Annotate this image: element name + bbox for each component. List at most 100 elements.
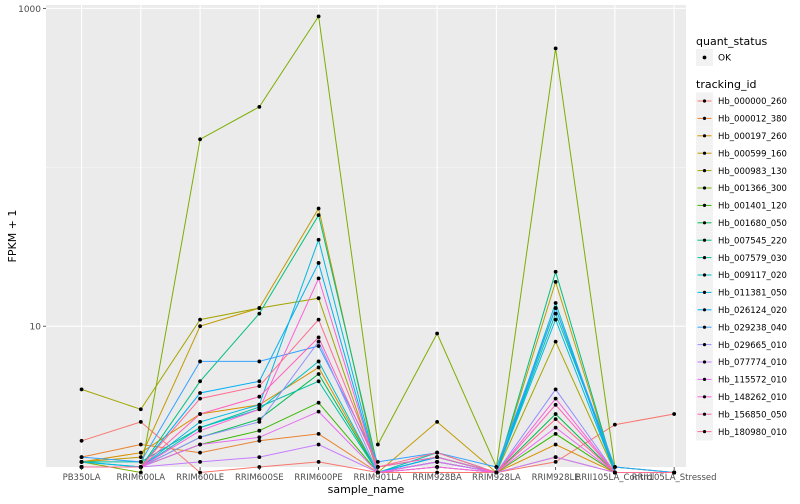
data-point [138,442,143,447]
data-point [316,442,321,447]
legend-item-label: Hb_009117_020 [718,271,787,281]
x-tick-label: RRIM600SE [235,473,284,483]
data-point [257,428,262,433]
data-point [198,379,202,384]
data-point [553,412,558,416]
legend-point-symbol [702,221,707,225]
data-point [257,407,262,412]
data-point [435,419,440,424]
data-point [198,435,202,440]
data-point [435,450,440,455]
legend-item-label: Hb_148262_010 [718,393,787,403]
legend-point-symbol [702,169,707,173]
data-point [672,470,677,475]
legend-point-symbol [702,55,707,60]
legend-item-label: Hb_000197_260 [718,132,787,142]
data-point [257,311,262,316]
data-point [198,470,202,475]
data-point [198,419,202,424]
data-point [198,442,202,447]
data-point [316,296,321,301]
legend-item-label: Hb_001680_050 [718,219,787,229]
data-point [553,46,558,51]
data-point [316,276,321,281]
data-point [553,387,558,392]
data-point [257,104,262,109]
legend-point-symbol [702,308,707,312]
data-point [257,417,262,422]
legend-item-label: Hb_029238_040 [718,323,787,333]
data-point [138,470,143,475]
data-point [316,400,321,405]
legend-point-symbol [702,290,707,294]
data-point [435,455,440,460]
legend-point-symbol [702,273,707,277]
legend-point-symbol [702,325,707,329]
panel-background [46,5,686,467]
data-point [257,384,262,388]
legend-item-label: Hb_180980_010 [718,428,787,438]
legend-item-label: OK [718,54,732,64]
data-point [198,359,202,364]
data-point [553,317,558,322]
data-point [316,237,321,242]
grid-lines [46,5,686,467]
data-point [553,455,558,460]
data-point [375,470,380,475]
legend-point-symbol [702,412,707,416]
data-point [138,455,143,460]
data-point [494,470,499,475]
axes: 10 1000 PB350LA RRIM600LA RRIM600LE RRIM600SE… [18,5,716,483]
data-point [435,459,440,464]
data-point [553,432,558,436]
y-tick-label: 1000 [18,5,41,15]
data-point [316,359,321,364]
data-point [553,301,558,305]
data-point [316,365,321,370]
data-point [316,459,321,464]
legend-item-label: Hb_077774_010 [718,358,787,368]
data-point [316,344,321,348]
data-point [316,317,321,322]
data-point [198,459,202,464]
data-point [198,412,202,416]
data-point [553,396,558,401]
x-tick-label: RRIM928BA [412,473,462,483]
legend-point-symbol [702,116,707,120]
legend-item-label: Hb_007545_220 [718,236,787,246]
data-point [198,428,202,433]
data-point [316,372,321,376]
x-tick-label: RRII105LA_Control [575,473,654,483]
legend-point-symbol [702,256,707,260]
x-tick-label: RRIM928LA [472,473,521,483]
color-legend-title: tracking_id [696,78,757,91]
legend-point-symbol [702,377,707,381]
data-point [138,459,143,464]
data-point [553,402,558,407]
x-tick-label: RRIM600LA [117,473,166,483]
data-point [553,442,558,447]
legend-item-label: Hb_000000_260 [718,97,787,107]
data-point [198,324,202,329]
x-tick-label: RRIM600LE [176,473,224,483]
data-point [553,269,558,274]
data-point [316,213,321,218]
data-point [435,470,440,475]
data-point [612,422,617,427]
data-point [257,455,262,460]
data-point [79,387,84,392]
data-point [375,442,380,447]
data-point [553,425,558,430]
legend-point-symbol [702,203,707,207]
x-axis-title: sample_name [328,483,405,496]
data-point [257,379,262,384]
data-point [553,306,558,310]
data-point [257,394,262,399]
data-point [316,261,321,265]
data-point [79,459,84,464]
x-tick-label: RRIM901LA [354,473,403,483]
data-point [138,450,143,455]
legend-point-symbol [702,395,707,399]
legend-point-symbol [702,99,707,103]
